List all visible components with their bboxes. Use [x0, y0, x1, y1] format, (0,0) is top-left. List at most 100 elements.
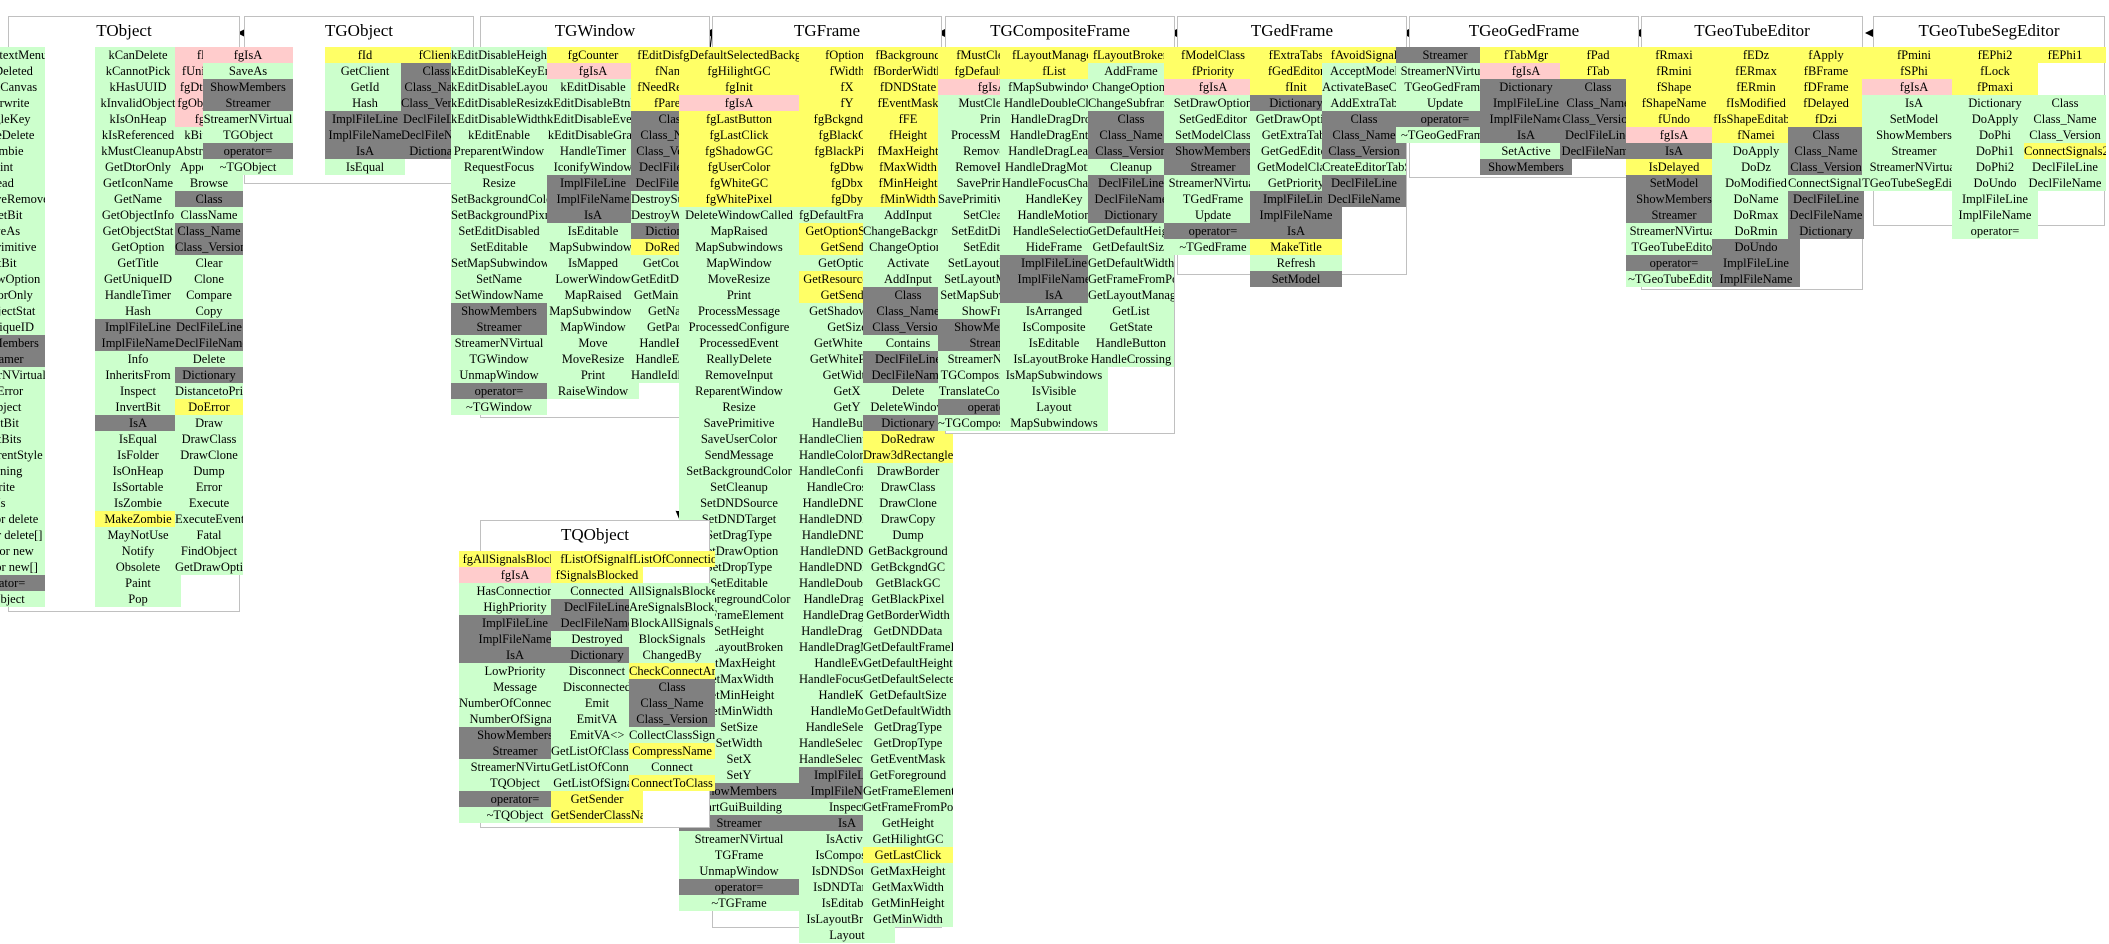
class-member: ChangedBy: [629, 647, 715, 663]
class-member: InheritsFrom: [95, 367, 181, 383]
class-member: HandleTimer: [547, 143, 639, 159]
class-member: DeclFileName: [1788, 207, 1864, 223]
class-member: StreamerNVirtual: [1396, 63, 1494, 79]
class-member: ProcessedConfigure: [679, 319, 799, 335]
class-member: Class: [629, 679, 715, 695]
member-column: fRmaxi fRmini fShape fShapeName fUndo fgIsA Is…: [1626, 47, 1722, 287]
class-member: ImplFileLine: [325, 111, 405, 127]
class-member: fgIsA: [1480, 63, 1572, 79]
class-member: IsLayoutBroken: [1000, 351, 1108, 367]
class-member: Paint: [95, 575, 181, 591]
class-member: fPmini: [1862, 47, 1966, 63]
class-member: ImplFileName: [95, 335, 181, 351]
class-member: fShapeName: [1626, 95, 1722, 111]
class-member: UnmapWindow: [679, 863, 799, 879]
class-member: Dictionary: [1480, 79, 1572, 95]
class-member: Class: [2024, 95, 2106, 111]
class-member: operator delete: [0, 511, 45, 527]
class-member: SaveUserColor: [679, 431, 799, 447]
class-member: fAvoidSignal: [1322, 47, 1406, 63]
class-member: IsA: [1250, 223, 1342, 239]
class-member: fgWhitePixel: [679, 191, 799, 207]
class-member: GetDropType: [863, 735, 953, 751]
member-column: fPad fTab Class Class_Name Class_Version Decl…: [1560, 47, 1636, 159]
class-title: TGObject: [325, 21, 393, 40]
class-member: kEditDisableResize: [451, 95, 547, 111]
class-member: ~TGeoTubeEditor: [1626, 271, 1722, 287]
class-member: fERmin: [1712, 79, 1800, 95]
class-member: Resize: [679, 399, 799, 415]
class-member: fDFrame: [1788, 79, 1864, 95]
class-member: DeclFileName: [1322, 191, 1406, 207]
class-member: fEDz: [1712, 47, 1800, 63]
class-member: MapRaised: [679, 223, 799, 239]
class-member: Streamer: [1626, 207, 1722, 223]
class-member: GetDtorOnly: [95, 159, 181, 175]
member-column: fAvoidSignalAcceptModelActivateBaseClass…: [1322, 47, 1406, 207]
class-member: Cleanup: [1088, 159, 1174, 175]
class-member: Class_Version: [2024, 127, 2106, 143]
member-column: fPmini fSPhi fgIsA IsA SetModel ShowMembers St…: [1862, 47, 1966, 191]
class-member: Pop: [95, 591, 181, 607]
class-member: IsEditable: [547, 223, 639, 239]
class-member: DoUndo: [1952, 175, 2038, 191]
class-member: MapWindow: [547, 319, 639, 335]
class-member: ImplFileName: [1000, 271, 1108, 287]
class-member: Notify: [95, 543, 181, 559]
class-member: IsDelayed: [1626, 159, 1722, 175]
class-member: Streamer: [1396, 47, 1494, 63]
class-member: Streamer: [203, 95, 293, 111]
class-member: fApply: [1788, 47, 1864, 63]
class-member: ShowMembers: [203, 79, 293, 95]
class-member: Dictionary: [175, 367, 243, 383]
class-member: DoApply: [1952, 111, 2038, 127]
class-member: fIsModified: [1712, 95, 1800, 111]
class-member: ActivateBaseClassEditors: [1322, 79, 1406, 95]
class-member: DeclFileName: [1088, 191, 1174, 207]
class-box-tqobject: TQObject fgAllSignalsBlocked fgIsA HasConne…: [459, 520, 715, 828]
class-box-tgwindow: TGWindow kEditDisableHeight kEditDisableKe…: [451, 16, 713, 418]
class-member: Fatal: [175, 527, 243, 543]
class-member: SetName: [451, 271, 547, 287]
class-member: GetFrameElement: [863, 783, 953, 799]
class-member: kEditDisableEvents: [547, 111, 639, 127]
class-member: Delete: [175, 351, 243, 367]
class-member: ImplFileName: [547, 191, 639, 207]
class-member: kIsReferenced: [95, 127, 181, 143]
class-member: MapRaised: [547, 287, 639, 303]
class-member: fInit: [1250, 79, 1342, 95]
class-member: kHasUUID: [95, 79, 181, 95]
class-member: fId: [325, 47, 405, 63]
class-member: AcceptModel: [1322, 63, 1406, 79]
class-member: GetPriority: [1250, 175, 1342, 191]
class-member: GetBorderWidth: [863, 607, 953, 623]
class-member: GetHeight: [863, 815, 953, 831]
class-member: SetDtorOnly: [0, 287, 45, 303]
class-member: ImplFileLine: [1480, 95, 1572, 111]
class-member: fRmaxi: [1626, 47, 1722, 63]
class-member: DeclFileName: [863, 367, 953, 383]
member-column: fgCounter fgIsA kEditDisable kEditDisableBt…: [547, 47, 639, 399]
member-column: fBackground fBorderWidth fDNDState fEventMa…: [863, 47, 953, 927]
class-member: GetLastClick: [863, 847, 953, 863]
class-member: NumberOfSignals: [459, 711, 571, 727]
class-member: UseCurrentStyle: [0, 447, 45, 463]
class-member: Class_Name: [2024, 111, 2106, 127]
class-member: fPriority: [1164, 63, 1262, 79]
class-member: MayNotUse: [95, 527, 181, 543]
class-member: Class_Version: [863, 319, 953, 335]
class-member: Print: [547, 367, 639, 383]
class-member: GetDefaultSize: [1088, 239, 1174, 255]
class-member: kEditDisableHeight: [451, 47, 547, 63]
class-member: DoName: [1712, 191, 1800, 207]
class-member: fMinHeight: [863, 175, 953, 191]
class-member: GetDefaultSelectedBackground: [863, 671, 953, 687]
class-member: StreamerNVirtual: [451, 335, 547, 351]
class-member: Write: [0, 479, 45, 495]
class-member: DoModified: [1712, 175, 1800, 191]
class-member: SavePrimitive: [0, 239, 45, 255]
class-member: Class_Version: [1560, 111, 1636, 127]
class-member: CompressName: [629, 743, 715, 759]
class-member: DoApply: [1712, 143, 1800, 159]
